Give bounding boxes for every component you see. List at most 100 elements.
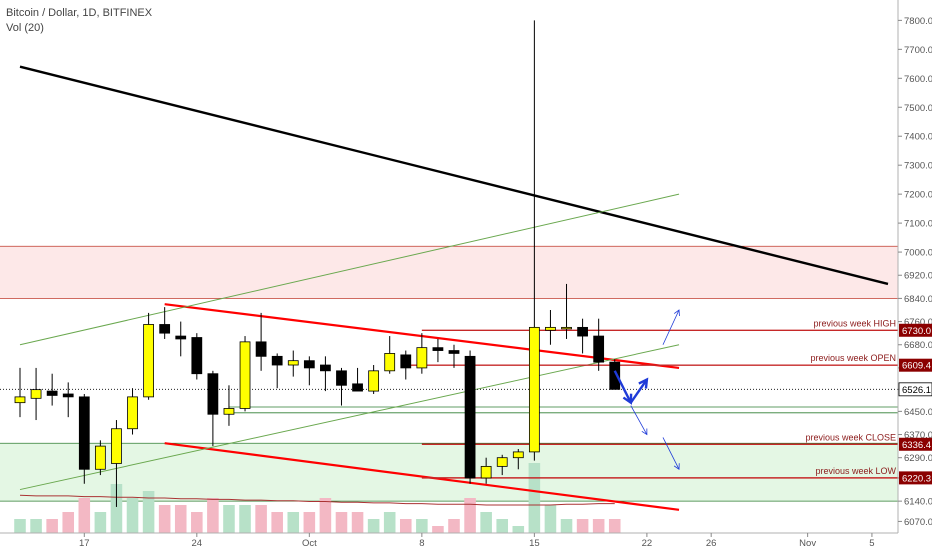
volume-bar (528, 463, 541, 533)
arrow-head (641, 428, 648, 436)
volume-bar (223, 505, 235, 533)
candle (62, 382, 74, 418)
price-tick-label: 7800.0 (904, 16, 932, 27)
candle-body (191, 337, 203, 375)
candle (239, 336, 251, 412)
level-price-tag (899, 437, 932, 451)
level-price-tag-label: 6609.4 (902, 361, 931, 372)
time-tick-label: Oct (302, 538, 317, 549)
arrow-shaft (630, 405, 648, 435)
candle-body (496, 457, 508, 467)
candle-body (480, 465, 492, 479)
candle (320, 356, 331, 392)
volume-bar (239, 505, 251, 533)
candle-body (239, 341, 251, 409)
candle (159, 307, 171, 339)
level-price-tag (899, 323, 932, 337)
volume-bar (335, 512, 348, 533)
candle (368, 365, 380, 394)
volume-bar (78, 498, 91, 533)
volume-bar (416, 519, 428, 533)
price-tick-label: 6840.0 (904, 294, 932, 305)
volume-bar (512, 526, 525, 533)
candle (191, 333, 203, 380)
candle-body (127, 396, 138, 430)
volume-bar (496, 519, 509, 533)
candle (593, 318, 605, 371)
candle-body (352, 383, 363, 392)
volume-bar (287, 512, 300, 533)
level-name-label: previous week HIGH (813, 318, 896, 328)
time-tick-label: 8 (419, 538, 424, 549)
time-tick-label: 26 (706, 538, 717, 549)
wedge-bottom-trendline (164, 442, 680, 511)
candle (561, 283, 572, 339)
candle (111, 420, 122, 507)
volume-bar (126, 498, 139, 533)
candle (384, 336, 396, 374)
volume-bar (62, 512, 75, 533)
candle (14, 367, 26, 418)
volume-bar (351, 512, 364, 533)
volume-bar (174, 505, 187, 533)
candle-body (545, 326, 556, 331)
support-zone (0, 443, 898, 502)
volume-bar (560, 519, 573, 533)
candle-body (271, 355, 283, 366)
price-tick-label: 7600.0 (904, 74, 932, 85)
arrow-shaft (662, 437, 680, 470)
candle-body (577, 326, 588, 337)
candle (496, 454, 508, 476)
candle-body (368, 370, 380, 392)
price-tick-label: 6370.0 (904, 430, 932, 441)
projection-arrow (662, 309, 680, 345)
candle-body (512, 451, 524, 459)
volume-bar (271, 512, 283, 533)
candle (78, 393, 90, 484)
volume-bar (480, 512, 492, 533)
candle-body (46, 390, 58, 396)
volume-bar (142, 491, 155, 533)
arrow-shaft (613, 370, 632, 404)
volume-bar (94, 512, 107, 533)
candle (448, 344, 460, 368)
level-price-tag (899, 471, 932, 485)
time-tick-label: 22 (642, 538, 653, 549)
candle (512, 449, 524, 470)
candle (46, 373, 58, 406)
level-name-label: previous week LOW (815, 466, 896, 476)
arrow-shaft (629, 378, 648, 404)
candle-body (561, 326, 572, 330)
arrow-head (673, 463, 680, 471)
candle (336, 367, 347, 406)
candle (143, 312, 154, 400)
price-tick-label: 6450.0 (904, 407, 932, 418)
projection-arrow (662, 437, 680, 471)
candle-body (143, 324, 154, 398)
candle (271, 353, 283, 389)
candle (480, 457, 492, 484)
resistance-zone (0, 246, 898, 299)
price-tick-label: 6140.0 (904, 497, 932, 508)
price-tick-label: 7700.0 (904, 45, 932, 56)
volume-bar (608, 519, 621, 533)
candle-body (111, 428, 122, 464)
candle-body (448, 350, 460, 354)
candle (545, 309, 556, 345)
volume-bar (255, 505, 267, 533)
projection-arrow (629, 377, 649, 404)
volume-bar (576, 519, 589, 533)
candle-body (223, 408, 235, 415)
price-tick-label: 6680.0 (904, 340, 932, 351)
candle (207, 370, 219, 447)
candle (400, 350, 412, 380)
descending-resistance-trendline (19, 65, 889, 286)
candle-body (384, 353, 396, 372)
channel-lower-trendline (19, 344, 680, 491)
candle (255, 312, 267, 371)
time-tick-label: 15 (529, 538, 540, 549)
volume-bar (191, 512, 203, 533)
price-tick-label: 7000.0 (904, 248, 932, 259)
price-tick-label: 7200.0 (904, 190, 932, 201)
